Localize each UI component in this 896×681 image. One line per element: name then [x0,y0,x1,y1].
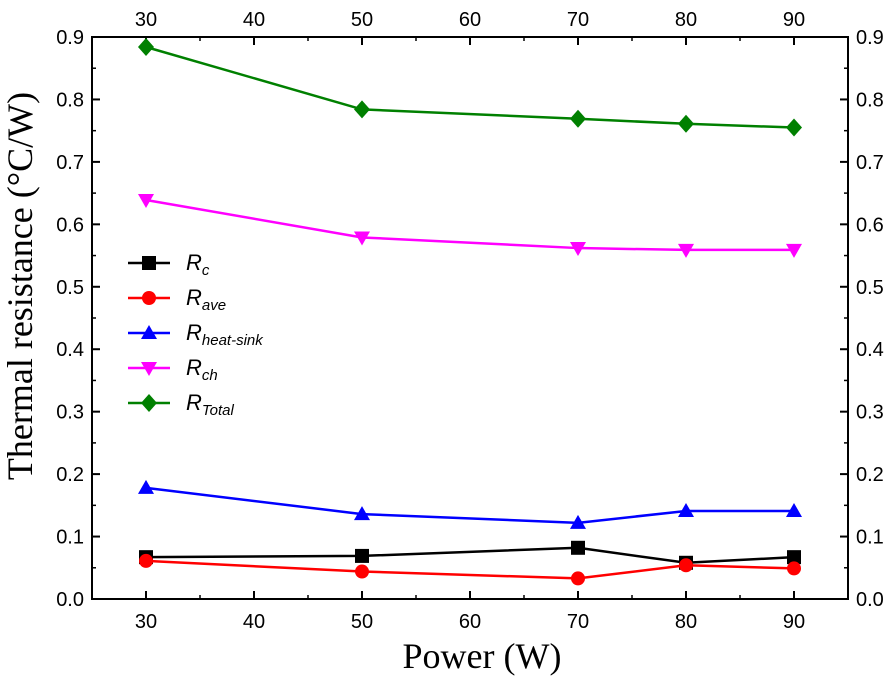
marker-r-total [138,37,154,56]
legend-marker-r-c [142,256,156,270]
y-tick-label: 0.4 [56,339,84,361]
legend-label-r-total: RTotal [186,390,235,419]
x-tick-label: 40 [243,611,265,633]
y-tick-label-right: 0.0 [856,589,884,611]
marker-r-ch [138,193,154,208]
legend-label-r-c: Rc [186,250,210,279]
x-tick-label: 80 [675,611,697,633]
legend-marker-r-ave [142,291,156,305]
y-tick-label: 0.6 [56,214,84,236]
y-tick-label-right: 0.4 [856,339,884,361]
marker-r-ch [678,243,694,258]
marker-r-total [786,118,802,137]
y-axis-title: Thermal resistance (°C/W) [0,92,40,480]
y-tick-label: 0.0 [56,589,84,611]
marker-r-ch [786,243,802,258]
marker-r-c [571,540,585,555]
marker-r-ave [571,571,585,586]
legend-label-r-ch: Rch [186,355,218,384]
marker-r-ave [787,561,801,576]
x-tick-label-top: 60 [459,9,481,31]
x-tick-label: 50 [351,611,373,633]
y-tick-label-right: 0.8 [856,89,884,111]
y-tick-label: 0.2 [56,464,84,486]
legend-marker-r-total [141,394,157,412]
legend-marker-r-heat-sink [141,325,157,339]
series-line-r-ch [145,198,794,252]
x-tick-label: 90 [783,611,805,633]
marker-r-total [570,109,586,128]
y-tick-label: 0.8 [56,89,84,111]
marker-r-total [354,100,370,119]
y-tick-label: 0.3 [56,402,84,424]
x-tick-label-top: 70 [567,9,589,31]
x-tick-label-top: 80 [675,9,697,31]
y-tick-label-right: 0.3 [856,402,884,424]
marker-r-ch [570,242,586,257]
marker-r-ave [139,553,153,568]
marker-r-ave [355,564,369,579]
series-line-r-ave [145,559,795,580]
y-tick-label: 0.7 [56,152,84,174]
legend-label-r-heat-sink: Rheat-sink [186,320,264,349]
y-tick-label-right: 0.9 [856,27,884,49]
series-line-r-c [145,546,795,565]
x-tick-label-top: 90 [783,9,805,31]
y-tick-label-right: 0.1 [856,527,884,549]
marker-r-total [678,114,694,133]
legend-marker-r-ch [141,362,157,376]
marker-r-ave [679,558,693,573]
x-tick-label-top: 40 [243,9,265,31]
x-tick-label-top: 30 [135,9,157,31]
x-axis-title: Power (W) [403,636,562,676]
x-tick-label: 30 [135,611,157,633]
y-tick-label: 0.5 [56,277,84,299]
marker-r-heat-sink [570,514,586,529]
y-tick-label: 0.9 [56,27,84,49]
marker-r-heat-sink [786,502,802,517]
series-line-r-total [145,45,795,129]
legend-label-r-ave: Rave [186,285,226,314]
marker-r-c [787,550,801,565]
y-tick-label: 0.1 [56,527,84,549]
plot-frame [91,36,849,600]
y-tick-label-right: 0.5 [856,277,884,299]
y-tick-label-right: 0.7 [856,152,884,174]
marker-r-heat-sink [138,479,154,494]
marker-r-c [355,548,369,563]
y-tick-label-right: 0.2 [856,464,884,486]
series-line-r-heat-sink [145,486,794,525]
x-tick-label: 60 [459,611,481,633]
marker-r-heat-sink [354,506,370,521]
marker-r-ch [354,231,370,246]
y-tick-label-right: 0.6 [856,214,884,236]
marker-r-heat-sink [678,502,694,517]
x-tick-label-top: 50 [351,9,373,31]
x-tick-label: 70 [567,611,589,633]
